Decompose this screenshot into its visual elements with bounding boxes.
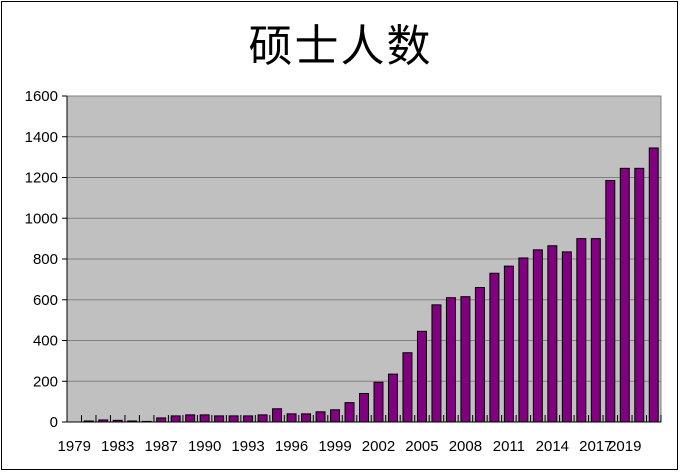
bar-2010 — [518, 257, 529, 423]
x-tick-label: 2005 — [405, 438, 438, 455]
bar-1988 — [199, 414, 210, 423]
bar-1985 — [156, 417, 167, 423]
x-tick-label: 2017 — [579, 438, 612, 455]
bar-2003 — [416, 330, 427, 423]
x-tick-label: 1979 — [58, 438, 91, 455]
x-tick-label: 2014 — [536, 438, 569, 455]
y-tick-label: 0 — [50, 414, 58, 431]
bar-1993 — [272, 408, 283, 423]
bar-2001 — [387, 373, 398, 423]
bar-1986 — [170, 415, 181, 423]
bar-1997 — [330, 409, 341, 423]
y-tick-label: 400 — [33, 333, 58, 350]
bar-1989 — [214, 415, 225, 423]
y-tick-label: 600 — [33, 292, 58, 309]
bar-2008 — [489, 272, 500, 423]
y-tick-label: 1200 — [25, 170, 58, 187]
y-tick-label: 1400 — [25, 129, 58, 146]
bar-1994 — [286, 413, 297, 423]
bar-2012 — [547, 245, 558, 423]
bar-1999 — [359, 392, 369, 423]
x-tick-label: 2019 — [608, 438, 641, 455]
bar-2013 — [561, 251, 572, 423]
bar-1992 — [257, 414, 268, 423]
bar-2016 — [605, 180, 616, 423]
bar-1991 — [243, 415, 254, 423]
bar-2009 — [503, 265, 514, 423]
bar-2011 — [532, 249, 543, 423]
bar-2014 — [576, 238, 587, 423]
y-tick-label: 200 — [33, 373, 58, 390]
bar-2006 — [460, 296, 471, 423]
y-tick-label: 1600 — [25, 88, 58, 105]
bar-2017 — [619, 167, 630, 423]
bar-2019 — [648, 147, 659, 423]
bar-1996 — [315, 411, 326, 423]
y-tick-label: 1000 — [25, 210, 58, 227]
x-tick-label: 1983 — [101, 438, 134, 455]
bar-2018 — [634, 167, 645, 423]
bar-2000 — [373, 381, 384, 423]
chart-title: 硕士人数 — [248, 21, 433, 72]
bar-1990 — [228, 415, 239, 423]
bar-2005 — [445, 297, 456, 423]
bar-1987 — [185, 414, 196, 423]
bar-2002 — [402, 352, 413, 423]
bar-1995 — [301, 413, 312, 423]
x-tick-label: 1990 — [188, 438, 221, 455]
bar-2007 — [474, 287, 485, 423]
x-tick-label: 1993 — [231, 438, 264, 455]
x-tick-label: 1996 — [275, 438, 308, 455]
x-tick-label: 2002 — [362, 438, 395, 455]
bar-2004 — [431, 304, 442, 423]
x-tick-label: 2008 — [449, 438, 482, 455]
x-tick-label: 1999 — [318, 438, 351, 455]
bar-2015 — [590, 238, 601, 423]
y-tick-label: 800 — [33, 251, 58, 268]
bar-1998 — [344, 402, 355, 423]
x-tick-label: 1987 — [144, 438, 177, 455]
x-tick-label: 2011 — [493, 438, 525, 455]
